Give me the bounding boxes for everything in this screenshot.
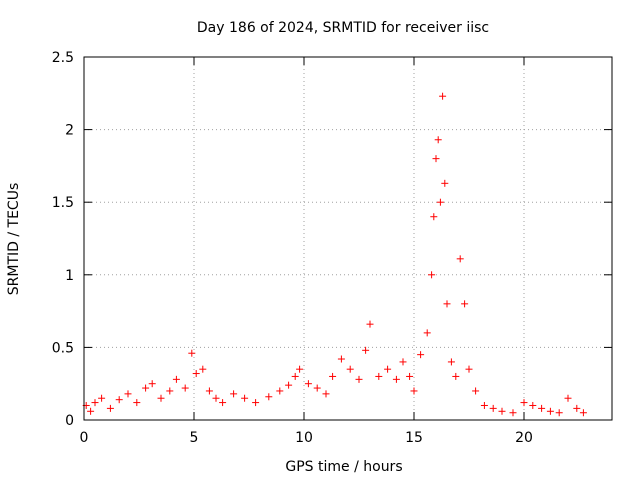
x-tick-label: 20 (515, 430, 533, 446)
data-point (498, 407, 506, 415)
data-point (276, 387, 284, 395)
data-point (509, 409, 517, 417)
data-point (148, 380, 156, 388)
x-tick-label: 5 (190, 430, 199, 446)
data-point (304, 380, 312, 388)
data-point (230, 390, 238, 398)
data-point (199, 365, 207, 373)
y-tick-label: 1 (65, 268, 74, 284)
data-point (423, 329, 431, 337)
data-point (346, 365, 354, 373)
data-point (212, 394, 220, 402)
y-tick-label: 0 (65, 413, 74, 429)
chart-title: Day 186 of 2024, SRMTID for receiver iis… (197, 20, 489, 36)
data-point (115, 396, 123, 404)
data-point (480, 401, 488, 409)
data-points (82, 92, 587, 417)
data-point (205, 387, 213, 395)
data-point (375, 372, 383, 380)
data-point (329, 372, 337, 380)
data-point (366, 320, 374, 328)
data-point (166, 387, 174, 395)
y-tick-label: 0.5 (52, 340, 74, 356)
data-point (98, 394, 106, 402)
y-tick-label: 1.5 (52, 195, 74, 211)
data-point (252, 399, 260, 407)
data-point (434, 136, 442, 144)
data-point (573, 404, 581, 412)
data-point (452, 372, 460, 380)
x-tick-label: 0 (80, 430, 89, 446)
data-point (355, 375, 363, 383)
data-point (124, 390, 132, 398)
data-point (461, 300, 469, 308)
x-tick-label: 15 (405, 430, 423, 446)
data-point (441, 179, 449, 187)
data-point (337, 355, 345, 363)
data-point (428, 271, 436, 279)
y-tick-label: 2 (65, 123, 74, 139)
data-point (313, 384, 321, 392)
data-point (579, 409, 587, 417)
data-point (91, 399, 99, 407)
data-point (430, 213, 438, 221)
data-point (432, 155, 440, 163)
data-point (133, 399, 141, 407)
data-point (436, 198, 444, 206)
data-point (465, 365, 473, 373)
data-point (219, 399, 227, 407)
y-tick-label: 2.5 (52, 50, 74, 66)
data-point (410, 387, 418, 395)
data-point (520, 399, 528, 407)
data-point (106, 404, 114, 412)
data-point (456, 255, 464, 263)
data-point (172, 375, 180, 383)
data-point (489, 404, 497, 412)
data-point (87, 407, 95, 415)
grid (84, 57, 612, 420)
data-point (322, 390, 330, 398)
data-point (392, 375, 400, 383)
data-point (439, 92, 447, 100)
data-point (538, 404, 546, 412)
data-point (447, 358, 455, 366)
data-point (443, 300, 451, 308)
data-point (192, 370, 200, 378)
data-point (472, 387, 480, 395)
data-point (265, 393, 273, 401)
data-point (406, 372, 414, 380)
data-point (362, 346, 370, 354)
x-tick-label: 10 (295, 430, 313, 446)
data-point (291, 372, 299, 380)
data-point (546, 407, 554, 415)
data-point (564, 394, 572, 402)
data-point (384, 365, 392, 373)
data-point (399, 358, 407, 366)
data-point (529, 401, 537, 409)
x-axis-label: GPS time / hours (285, 459, 402, 475)
y-axis-label: SRMTID / TECUs (6, 183, 22, 296)
data-point (142, 384, 150, 392)
data-point (157, 394, 165, 402)
data-point (555, 409, 563, 417)
data-point (181, 384, 189, 392)
data-point (241, 394, 249, 402)
data-point (296, 365, 304, 373)
data-point (188, 349, 196, 357)
data-point (417, 351, 425, 359)
axis-ticks: 0 5 10 15 20 0 0.5 1 1.5 2 2.5 (52, 50, 612, 446)
data-point (285, 381, 293, 389)
plot-frame (83, 56, 613, 421)
